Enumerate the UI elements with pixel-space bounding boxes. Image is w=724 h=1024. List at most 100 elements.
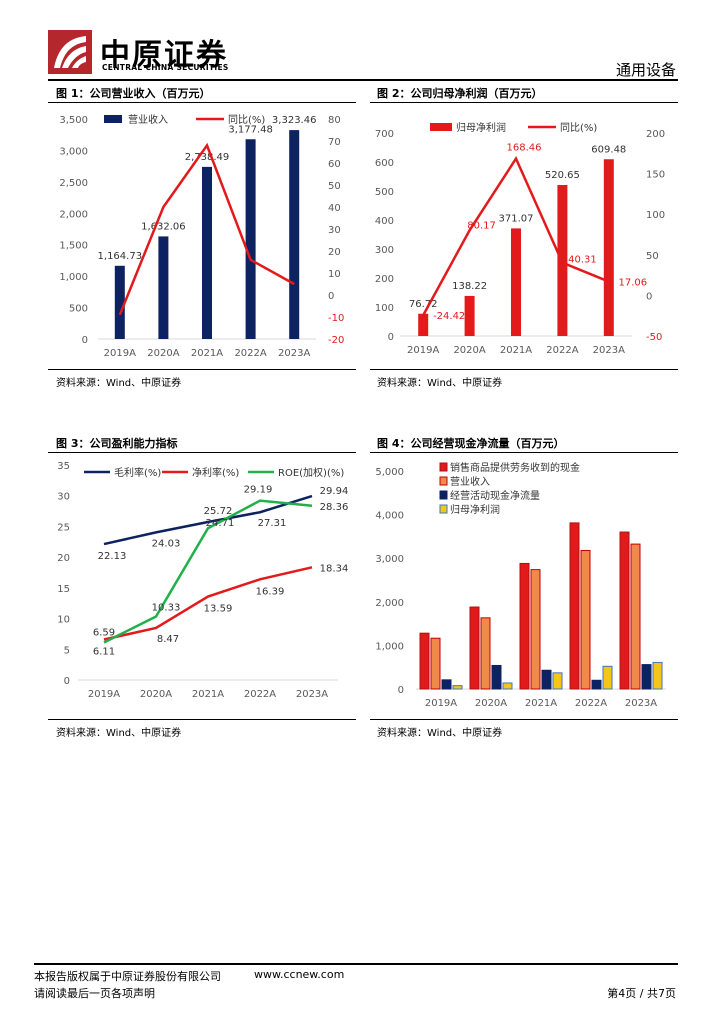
y-tick-label: 3,000 [375, 554, 404, 565]
legend-gross-margin-label: 毛利率(%) [114, 466, 161, 479]
net-profit-bar-label: 76.72 [409, 299, 438, 310]
legend-cash-received-bar-swatch [439, 462, 448, 472]
y2-tick-label: 0 [646, 291, 652, 302]
net-margin-label: 18.34 [320, 563, 349, 574]
y-tick-label: 2,500 [59, 178, 88, 189]
x-tick-label: 2021A [500, 345, 532, 356]
x-tick-label: 2019A [88, 689, 120, 700]
x-tick-label: 2020A [147, 348, 179, 359]
legend-net-margin-label: 净利率(%) [192, 466, 239, 479]
x-tick-label: 2021A [191, 348, 223, 359]
revenue-bar-label: 3,177.48 [228, 124, 273, 135]
y-tick-label: 200 [375, 274, 394, 285]
figure-1-title: 图 1：公司营业收入（百万元） [56, 87, 211, 100]
y2-tick-label: 150 [646, 170, 665, 181]
net-profit-bar-label: 371.07 [499, 213, 534, 224]
revenue-bar [630, 543, 641, 690]
gross-margin-label: 24.03 [152, 538, 181, 549]
revenue-bar-label: 1,632.06 [141, 221, 186, 232]
y-tick-label: 1,500 [59, 241, 88, 252]
cash-received-bar [519, 562, 530, 690]
y2-tick-label: 50 [646, 251, 659, 262]
revenue-bar-label: 3,323.46 [272, 115, 317, 126]
y-tick-label: 25 [57, 522, 70, 533]
x-tick-label: 2023A [625, 698, 657, 709]
net-margin-label: 13.59 [204, 604, 233, 615]
net-profit-bar-label: 520.65 [545, 170, 580, 181]
legend-roe-label: ROE(加权)(%) [278, 466, 344, 479]
figure-2-title: 图 2：公司归母净利润（百万元） [377, 87, 543, 100]
net-profit-bar [552, 672, 563, 690]
revenue-bar [202, 166, 212, 339]
page-number: 第4页 / 共7页 [607, 987, 676, 1000]
figure-4-title: 图 4：公司经营现金净流量（百万元） [377, 437, 565, 450]
x-tick-label: 2021A [525, 698, 557, 709]
roe-label: 29.19 [244, 485, 273, 496]
legend-operating-cashflow-bar-swatch [439, 490, 448, 500]
y-tick-label: 2,000 [375, 598, 404, 609]
net-margin-label: 6.59 [93, 628, 115, 639]
yoy-growth-label: -24.42 [433, 311, 465, 322]
y-tick-label: 30 [57, 492, 70, 503]
x-tick-label: 2020A [140, 689, 172, 700]
net-profit-bar-label: 138.22 [452, 281, 487, 292]
gross-margin-line [103, 494, 313, 546]
yoy-growth-label: 80.17 [467, 220, 496, 231]
cash-received-bar [619, 531, 630, 690]
y-tick-label: 0 [82, 335, 88, 346]
y2-tick-label: 30 [328, 225, 341, 236]
legend-yoy-label: 同比(%) [228, 114, 265, 126]
y2-tick-label: 20 [328, 247, 341, 258]
y2-tick-label: 50 [328, 181, 341, 192]
y-tick-label: 600 [375, 158, 394, 169]
figure-3-source: 资料来源：Wind、中原证券 [56, 728, 182, 739]
legend-revenue-label: 营业收入 [128, 113, 168, 126]
figure-1-chart: 0 500 1,000 1,500 2,000 2,500 3,000 3,500 -20 -10… [48, 103, 356, 368]
revenue-bar [114, 265, 125, 339]
x-tick-label: 2022A [234, 348, 266, 359]
legend-revenue-swatch [104, 115, 122, 123]
operating-cashflow-bar [641, 664, 652, 690]
x-tick-label: 2022A [546, 345, 578, 356]
net-margin-label: 16.39 [256, 586, 285, 597]
operating-cashflow-bar [591, 679, 602, 690]
net-profit-bar [452, 685, 463, 690]
y-tick-label: 0 [64, 676, 70, 687]
operating-cashflow-bar [441, 679, 452, 690]
net-profit-bar [652, 661, 663, 690]
y2-tick-label: 200 [646, 129, 665, 140]
figure-4-source: 资料来源：Wind、中原证券 [377, 728, 503, 739]
net-profit-bar-label: 609.48 [591, 144, 626, 155]
roe-label: 6.11 [93, 646, 115, 657]
y-tick-label: 5 [64, 645, 70, 656]
y-tick-label: 1,000 [59, 272, 88, 283]
x-tick-label: 2021A [192, 689, 224, 700]
net-profit-bar [511, 228, 521, 336]
y-tick-label: 35 [57, 461, 70, 472]
roe-label: 10.33 [152, 603, 181, 614]
net-margin-label: 8.47 [157, 634, 179, 645]
yoy-growth-label: 168.46 [507, 143, 542, 154]
y2-tick-label: -20 [328, 335, 344, 346]
y-tick-label: 500 [375, 187, 394, 198]
footer-website[interactable]: www.ccnew.com [254, 968, 345, 981]
y2-tick-label: 80 [328, 115, 341, 126]
y-tick-label: 15 [57, 584, 70, 595]
footer-disclaimer: 请阅读最后一页各项声明 [34, 987, 155, 1000]
revenue-bar-label: 2,738.49 [185, 152, 230, 163]
figure-3-chart: 0 5 10 15 20 25 30 35 2019A 2020A 2021A 2022A 2023A 2… [48, 453, 356, 718]
y2-tick-label: 10 [328, 269, 341, 280]
cash-received-bar [469, 606, 480, 690]
yoy-growth-label: 17.06 [618, 278, 647, 289]
y-tick-label: 2,000 [59, 209, 88, 220]
revenue-bar [245, 139, 256, 339]
x-tick-label: 2022A [244, 689, 276, 700]
figure-3-title: 图 3：公司盈利能力指标 [56, 437, 178, 450]
x-tick-label: 2022A [575, 698, 607, 709]
net-profit-bar [464, 295, 475, 336]
legend-net-profit-label: 归母净利润 [456, 121, 506, 134]
report-category: 通用设备 [615, 61, 676, 79]
roe-label: 24.71 [206, 518, 235, 529]
footer-copyright: 本报告版权属于中原证券股份有限公司 [34, 970, 221, 983]
net-profit-bar [502, 682, 513, 690]
